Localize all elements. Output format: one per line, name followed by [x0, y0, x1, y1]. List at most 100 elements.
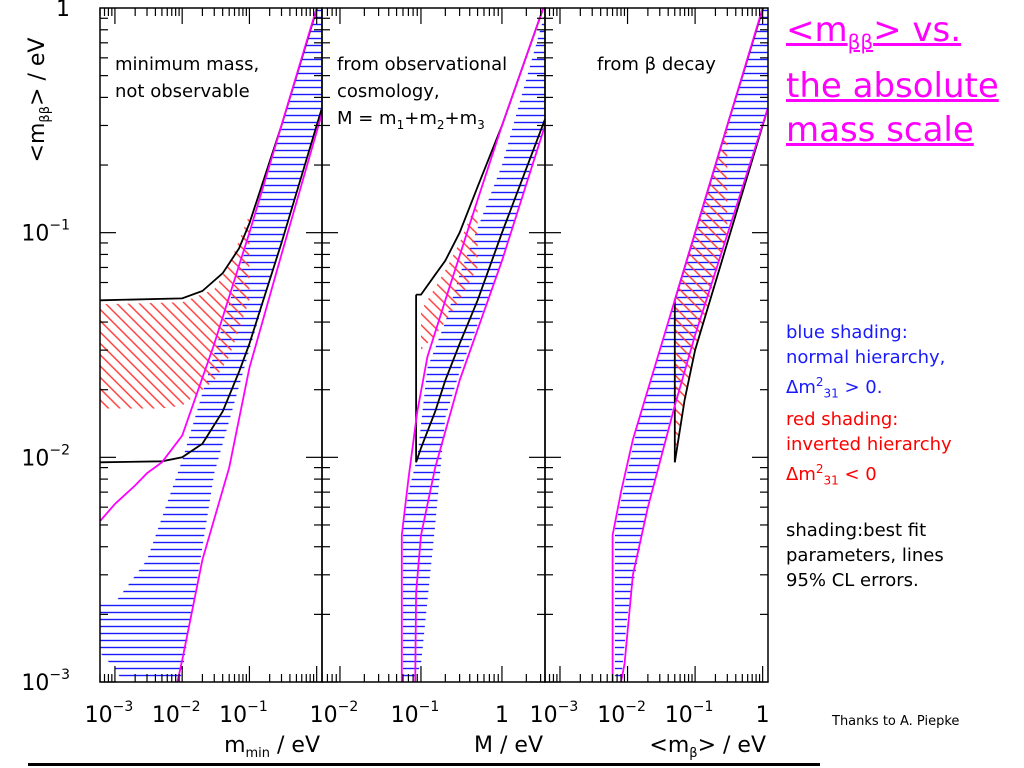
x-tick-base: 1 [756, 703, 770, 728]
panel-annotation: not observable [115, 81, 250, 102]
normal-hierarchy-band [100, 8, 322, 682]
y-tick-label: 1 [56, 0, 70, 22]
inverted-hierarchy-bound-line [100, 107, 322, 464]
panel-frame [544, 7, 769, 683]
x-tick-label: 10−1 [665, 699, 714, 728]
normal-hierarchy-ci-line [620, 107, 768, 682]
x-axis-title-sub: β [689, 746, 697, 761]
panel-annotation: cosmology, [337, 81, 440, 102]
x-tick-base: 10 [597, 703, 625, 728]
panel-annotation: minimum mass, [115, 54, 259, 75]
x-tick-exponent: −1 [247, 699, 268, 715]
normal-hierarchy-ci-line [611, 8, 764, 682]
x-tick-exponent: −2 [625, 699, 646, 715]
panel-plot-area [611, 8, 768, 682]
y-tick-label: 10−2 [21, 442, 70, 471]
y-tick-exponent: −2 [49, 442, 70, 458]
legend-notes: blue shading: normal hierarchy, Δm231 > … [786, 320, 1022, 593]
inverted-hierarchy-band [100, 214, 250, 409]
legend-red-line3: Δm231 < 0 [786, 461, 877, 488]
inverted-hierarchy-band [421, 199, 478, 351]
legend-blue-line2: normal hierarchy, [786, 347, 946, 368]
panel-plot-area [400, 8, 545, 682]
x-tick-exponent: −3 [113, 699, 134, 715]
x-tick-exponent: −1 [419, 699, 440, 715]
x-tick-base: 10 [310, 703, 338, 728]
panel-annotation: from β decay [597, 54, 716, 75]
x-tick-exponent: −2 [338, 699, 359, 715]
y-tick-exponent: −3 [49, 667, 70, 683]
normal-hierarchy-ci-line [414, 125, 545, 682]
legend-blue-line3: Δm231 > 0. [786, 375, 883, 401]
normal-hierarchy-ci-line [400, 8, 545, 682]
y-tick-label: 10−1 [21, 218, 70, 247]
y-tick-base: 10 [21, 671, 49, 696]
x-axis-title-post: > / eV [698, 733, 766, 758]
x-axis-title: M / eV [474, 733, 543, 758]
x-axis-title-post: / eV [493, 733, 543, 758]
x-tick-base: 10 [219, 703, 247, 728]
legend-red-heading: red shading: [786, 408, 899, 430]
inverted-hierarchy-band [674, 125, 728, 458]
formula-part: +m [404, 108, 437, 129]
x-axis-title: mmin / eV [224, 733, 320, 761]
normal-hierarchy-ci-line [100, 8, 318, 522]
x-axis-title: <mβ> / eV [649, 733, 766, 761]
y-axis-title-sub: ββ [38, 106, 53, 123]
normal-hierarchy-ci-line [176, 113, 322, 682]
legend-note-line3: 95% CL errors. [786, 570, 919, 592]
x-tick-label: 10−2 [152, 699, 201, 728]
x-tick-exponent: −1 [693, 699, 714, 715]
y-tick-base: 10 [21, 446, 49, 471]
x-tick-label: 10−1 [219, 699, 268, 728]
y-axis-title-post: > / eV [25, 38, 50, 106]
x-axis-title-main: <m [649, 733, 689, 758]
bottom-rule [28, 763, 820, 766]
legend-blue-heading: blue shading: [786, 322, 908, 343]
x-tick-base: 10 [152, 703, 180, 728]
y-tick-base: 10 [21, 222, 49, 247]
y-tick-base: 1 [56, 0, 70, 22]
formula-sub: 2 [437, 118, 445, 132]
panel-annotation: from observational [337, 54, 507, 75]
formula-part: M = m [337, 108, 397, 129]
x-tick-label: 1 [495, 703, 509, 728]
slide-title: <mββ> vs. the absolute mass scale [786, 10, 999, 150]
y-tick-label: 10−3 [21, 667, 70, 696]
formula-sub: 3 [477, 118, 485, 132]
credit-text: Thanks to A. Piepke [832, 714, 960, 729]
panel-annotation-formula: M = m1+m2+m3 [337, 108, 485, 132]
formula-part: +m [445, 108, 478, 129]
y-axis-title: <mββ> / eV [25, 38, 53, 163]
x-tick-label: 10−1 [391, 699, 440, 728]
x-tick-label: 1 [756, 703, 770, 728]
y-axis-title-main: <m [25, 123, 50, 163]
x-axis-title-sub: min [246, 746, 271, 761]
legend-red-line2: inverted hierarchy [786, 433, 952, 455]
x-axis-title-main: M [474, 733, 493, 758]
y-tick-exponent: −1 [49, 218, 70, 234]
x-tick-exponent: −2 [180, 699, 201, 715]
x-tick-label: 10−2 [597, 699, 646, 728]
normal-hierarchy-band [403, 13, 545, 682]
x-tick-label: 10−2 [310, 699, 359, 728]
inverted-hierarchy-bound-line [673, 107, 768, 463]
x-tick-label: 10−3 [530, 699, 579, 728]
legend-note-line1: shading:best fit [786, 520, 927, 542]
x-tick-label: 10−3 [85, 699, 134, 728]
formula-sub: 1 [397, 118, 405, 132]
inverted-hierarchy-bound-line [415, 118, 545, 463]
x-axis-title-main: m [224, 733, 245, 758]
legend-note-line2: parameters, lines [786, 545, 944, 567]
x-tick-base: 10 [530, 703, 558, 728]
panel-plot-area [100, 8, 322, 682]
x-tick-base: 10 [665, 703, 693, 728]
x-axis-title-post: / eV [270, 733, 320, 758]
x-tick-base: 10 [391, 703, 419, 728]
x-tick-exponent: −3 [558, 699, 579, 715]
x-tick-base: 1 [495, 703, 509, 728]
